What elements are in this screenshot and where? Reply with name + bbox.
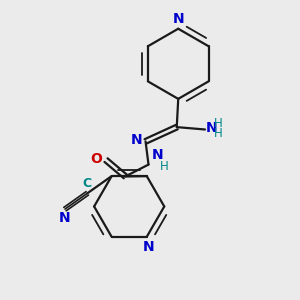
- Text: N: N: [58, 212, 70, 226]
- Text: H: H: [214, 117, 223, 130]
- Text: N: N: [172, 12, 184, 26]
- Text: C: C: [82, 177, 91, 190]
- Text: N: N: [206, 121, 218, 135]
- Text: N: N: [152, 148, 163, 162]
- Text: H: H: [160, 160, 169, 172]
- Text: H: H: [214, 128, 223, 140]
- Text: N: N: [130, 133, 142, 147]
- Text: N: N: [142, 240, 154, 254]
- Text: O: O: [91, 152, 102, 166]
